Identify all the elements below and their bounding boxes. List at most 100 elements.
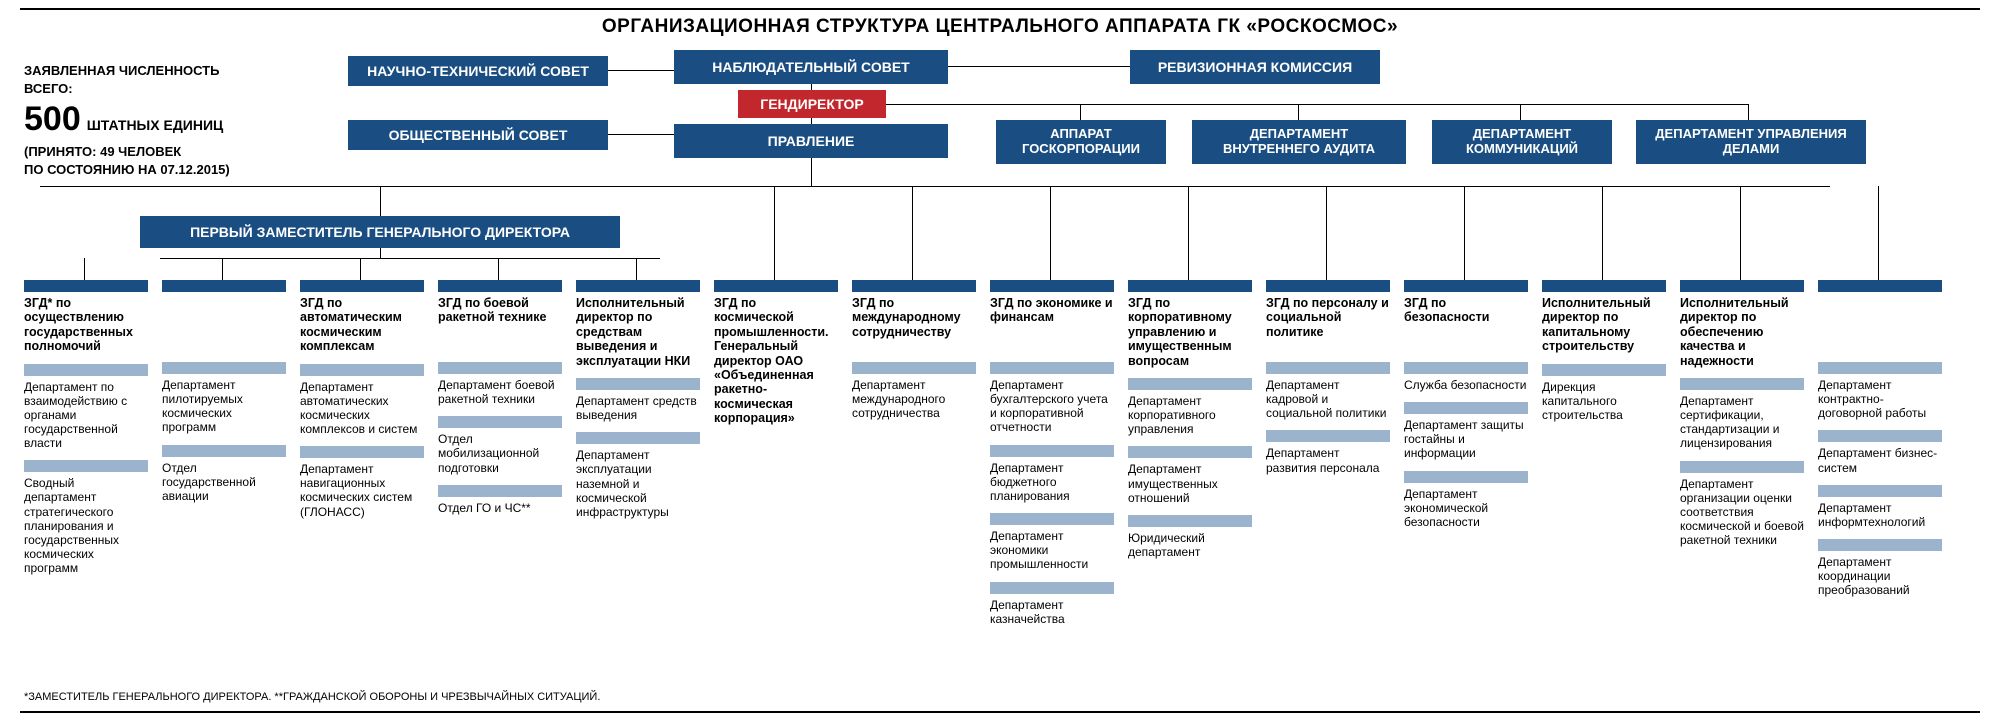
conn — [774, 186, 775, 280]
dept-tab — [300, 446, 424, 458]
box-os: ОБЩЕСТВЕННЫЙ СОВЕТ — [348, 120, 608, 150]
column-head-tab — [1266, 280, 1390, 292]
rule-bottom — [20, 711, 1980, 713]
staff-l2: ВСЕГО: — [24, 80, 230, 98]
column-head-tab — [438, 280, 562, 292]
column-head: ЗГД по автоматическим космическим компле… — [300, 296, 424, 354]
org-column: Исполнительный директор по капитальному … — [1542, 280, 1666, 432]
dept-label: Департамент автоматических космических к… — [300, 380, 424, 437]
box-rk: РЕВИЗИОННАЯ КОМИССИЯ — [1130, 50, 1380, 84]
conn — [948, 104, 1748, 105]
dept-tab — [438, 362, 562, 374]
column-head: ЗГД по международному сотрудничеству — [852, 296, 976, 352]
dept-label: Департамент сертификации, стандартизации… — [1680, 394, 1804, 451]
org-column: Исполнительный директор по средствам выв… — [576, 280, 700, 529]
box-ns: НАБЛЮДАТЕЛЬНЫЙ СОВЕТ — [674, 50, 948, 84]
dept-label: Департамент пилотируемых космических про… — [162, 378, 286, 435]
column-head-tab — [24, 280, 148, 292]
dept-tab — [24, 364, 148, 376]
box-dva: ДЕПАРТАМЕНТ ВНУТРЕННЕГО АУДИТА — [1192, 120, 1406, 164]
column-head: Исполнительный директор по капитальному … — [1542, 296, 1666, 354]
dept-label: Департамент экономической безопасности — [1404, 487, 1528, 529]
dept-label: Департамент бизнес-систем — [1818, 446, 1942, 474]
dept-tab — [1818, 539, 1942, 551]
dept-tab — [1680, 461, 1804, 473]
dept-tab — [1128, 378, 1252, 390]
column-head: ЗГД по персоналу и социальной политике — [1266, 296, 1390, 352]
conn — [1326, 186, 1327, 280]
dept-tab — [990, 362, 1114, 374]
conn — [608, 134, 674, 135]
conn — [84, 258, 85, 280]
org-column: ЗГД по безопасностиСлужба безопасностиДе… — [1404, 280, 1528, 539]
column-head-tab — [576, 280, 700, 292]
page-title: ОРГАНИЗАЦИОННАЯ СТРУКТУРА ЦЕНТРАЛЬНОГО А… — [0, 16, 2000, 38]
dept-tab — [1818, 485, 1942, 497]
box-pr: ПРАВЛЕНИЕ — [674, 124, 948, 158]
box-gd: ГЕНДИРЕКТОР — [738, 90, 886, 118]
dept-label: Департамент средств выведения — [576, 394, 700, 422]
conn — [1748, 104, 1749, 120]
conn — [1740, 186, 1741, 280]
column-head-tab — [1818, 280, 1942, 292]
column-head: ЗГД по экономике и финансам — [990, 296, 1114, 352]
conn — [912, 186, 913, 280]
staff-l4: ПО СОСТОЯНИЮ НА 07.12.2015) — [24, 161, 230, 179]
conn — [360, 258, 361, 280]
conn — [380, 186, 381, 216]
dept-label: Департамент контрактно-договорной работы — [1818, 378, 1942, 420]
org-column: ЗГД по экономике и финансамДепартамент б… — [990, 280, 1114, 636]
column-head: Исполнительный директор по обеспечению к… — [1680, 296, 1804, 368]
conn — [222, 258, 223, 280]
dept-label: Департамент казначейства — [990, 598, 1114, 626]
dept-label: Департамент защиты гостайны и информации — [1404, 418, 1528, 460]
conn — [1298, 104, 1299, 120]
column-head-tab — [1542, 280, 1666, 292]
dept-label: Служба безопасности — [1404, 378, 1528, 392]
conn — [1602, 186, 1603, 280]
box-dk: ДЕПАРТАМЕНТ КОММУНИКАЦИЙ — [1432, 120, 1612, 164]
column-head: ЗГД по корпоративному управлению и имуще… — [1128, 296, 1252, 368]
dept-tab — [1542, 364, 1666, 376]
staff-l1: ЗАЯВЛЕННАЯ ЧИСЛЕННОСТЬ — [24, 62, 230, 80]
box-ntc: НАУЧНО-ТЕХНИЧЕСКИЙ СОВЕТ — [348, 56, 608, 86]
dept-label: Департамент по взаимодействию с органами… — [24, 380, 148, 451]
dept-tab — [576, 432, 700, 444]
conn — [1050, 186, 1051, 280]
org-column: ЗГД по космической промышленности. Генер… — [714, 280, 838, 435]
dept-tab — [1128, 515, 1252, 527]
org-column: ЗГД по боевой ракетной техникеДепартамен… — [438, 280, 562, 525]
dept-label: Сводный департамент стратегического план… — [24, 476, 148, 575]
dept-tab — [576, 378, 700, 390]
dept-label: Департамент организации оценки соответст… — [1680, 477, 1804, 548]
dept-label: Департамент имущественных отношений — [1128, 462, 1252, 504]
dept-tab — [1818, 430, 1942, 442]
column-head-tab — [990, 280, 1114, 292]
conn — [1520, 104, 1521, 120]
dept-tab — [1266, 362, 1390, 374]
dept-tab — [300, 364, 424, 376]
box-ag: АППАРАТ ГОСКОРПОРАЦИИ — [996, 120, 1166, 164]
column-head-tab — [300, 280, 424, 292]
dept-tab — [162, 445, 286, 457]
conn — [811, 118, 812, 124]
column-head: ЗГД* по осуществлению государственных по… — [24, 296, 148, 354]
org-column: ЗГД по международному сотрудничествуДепа… — [852, 280, 976, 430]
dept-tab — [1404, 362, 1528, 374]
dept-tab — [1680, 378, 1804, 390]
footnote: *ЗАМЕСТИТЕЛЬ ГЕНЕРАЛЬНОГО ДИРЕКТОРА. **Г… — [24, 691, 600, 703]
dept-tab — [438, 416, 562, 428]
dept-tab — [990, 513, 1114, 525]
rule-top — [20, 8, 1980, 10]
org-column: ЗГД по корпоративному управлению и имуще… — [1128, 280, 1252, 569]
dept-label: Департамент информтехнологий — [1818, 501, 1942, 529]
column-head: Исполнительный директор по средствам выв… — [576, 296, 700, 368]
conn — [160, 258, 660, 259]
column-head-tab — [852, 280, 976, 292]
dept-tab — [1404, 402, 1528, 414]
column-head-tab — [714, 280, 838, 292]
dept-label: Департамент боевой ракетной техники — [438, 378, 562, 406]
conn — [1878, 186, 1879, 280]
staff-l3: (ПРИНЯТО: 49 ЧЕЛОВЕК — [24, 143, 230, 161]
dept-tab — [990, 445, 1114, 457]
